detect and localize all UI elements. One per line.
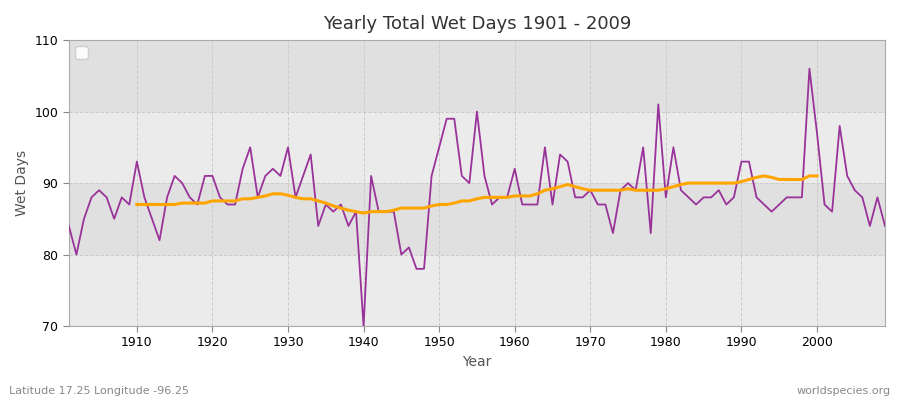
Y-axis label: Wet Days: Wet Days — [15, 150, 29, 216]
Wet Days — [290, 195, 301, 200]
20 Yr Trend — [214, 198, 225, 203]
Bar — [68, 254, 885, 326]
Line: 20 Yr Trend: 20 Yr Trend — [137, 176, 817, 213]
20 Yr Trend — [759, 174, 769, 178]
Wet Days — [509, 166, 520, 171]
20 Yr Trend — [290, 195, 301, 200]
Bar — [68, 183, 885, 254]
Wet Days — [879, 224, 890, 228]
20 Yr Trend — [812, 174, 823, 178]
Legend:  — [75, 46, 87, 59]
20 Yr Trend — [714, 181, 724, 186]
Title: Yearly Total Wet Days 1901 - 2009: Yearly Total Wet Days 1901 - 2009 — [323, 15, 631, 33]
Bar — [68, 40, 885, 112]
X-axis label: Year: Year — [463, 355, 491, 369]
Line: Wet Days: Wet Days — [68, 69, 885, 326]
Wet Days — [517, 202, 527, 207]
Wet Days — [358, 324, 369, 328]
Text: worldspecies.org: worldspecies.org — [796, 386, 891, 396]
20 Yr Trend — [532, 191, 543, 196]
Wet Days — [63, 224, 74, 228]
20 Yr Trend — [131, 202, 142, 207]
Wet Days — [336, 202, 346, 207]
Wet Days — [804, 66, 814, 71]
Wet Days — [124, 202, 135, 207]
20 Yr Trend — [804, 174, 814, 178]
20 Yr Trend — [358, 211, 369, 216]
20 Yr Trend — [305, 196, 316, 201]
Bar — [68, 112, 885, 183]
Text: Latitude 17.25 Longitude -96.25: Latitude 17.25 Longitude -96.25 — [9, 386, 189, 396]
Wet Days — [608, 231, 618, 236]
